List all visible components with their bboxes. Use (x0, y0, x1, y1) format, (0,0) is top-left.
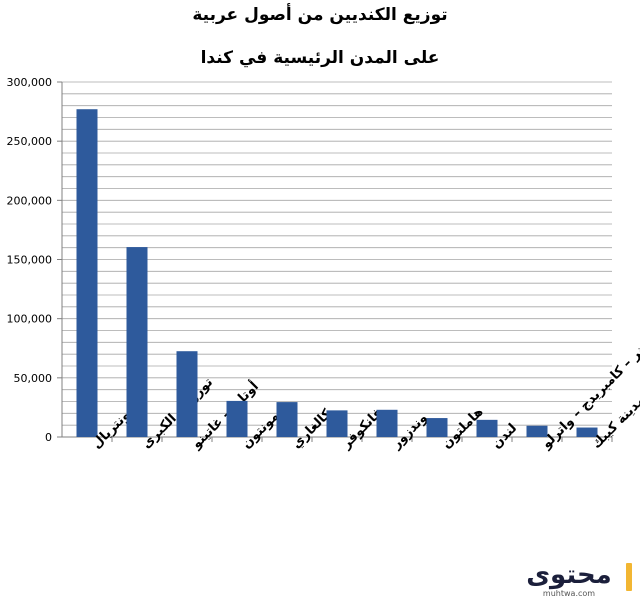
bar (176, 351, 198, 437)
y-tick-label: 300,000 (7, 76, 53, 89)
bar (476, 419, 498, 437)
y-tick-label: 150,000 (7, 254, 53, 267)
logo-text: محتوى (526, 560, 612, 590)
bar (126, 247, 148, 437)
bar (76, 109, 98, 437)
logo-url: muhtwa.com (542, 589, 596, 598)
bar (326, 410, 348, 437)
y-tick-label: 50,000 (14, 372, 53, 385)
y-tick-label: 0 (45, 431, 52, 444)
bar (526, 425, 548, 437)
bar (376, 409, 398, 437)
chart-subtitle: على المدن الرئيسية في كندا (200, 48, 440, 68)
bar (276, 402, 298, 437)
pencil-icon (626, 563, 632, 591)
y-tick-label: 100,000 (7, 313, 53, 326)
bar (576, 427, 598, 437)
bar (226, 400, 248, 437)
bar (426, 418, 448, 437)
chart-title: توزيع الكنديين من أصول عربية (192, 5, 448, 25)
y-tick-label: 250,000 (7, 135, 53, 148)
y-tick-label: 200,000 (7, 194, 53, 207)
site-logo: محتوى muhtwa.com (504, 561, 634, 603)
